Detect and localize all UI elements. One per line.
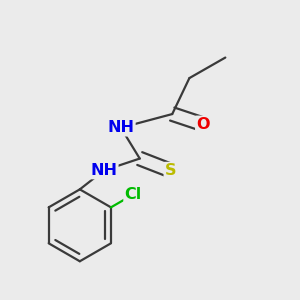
Text: NH: NH	[107, 120, 134, 135]
Text: S: S	[165, 163, 176, 178]
Text: O: O	[196, 117, 210, 132]
Text: NH: NH	[90, 163, 117, 178]
Text: Cl: Cl	[124, 187, 142, 202]
